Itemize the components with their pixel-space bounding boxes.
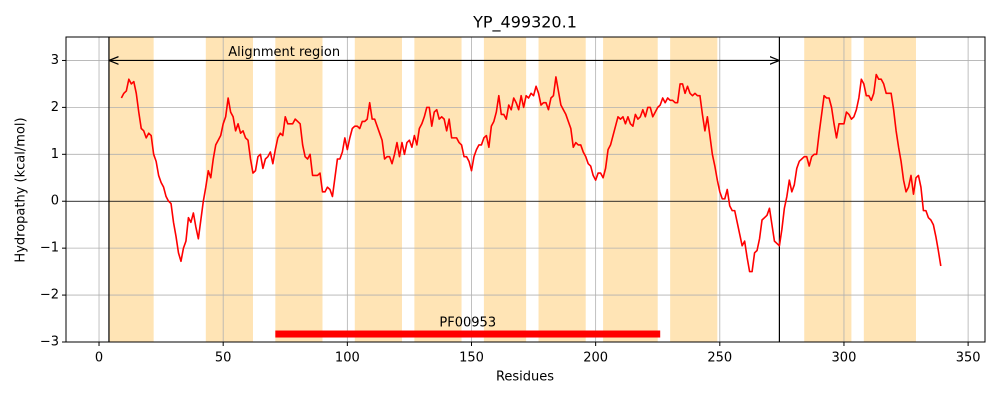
x-tick-label: 50 <box>215 351 232 366</box>
y-tick-label: 1 <box>51 147 59 162</box>
region-band <box>205 37 253 342</box>
x-tick-label: 100 <box>335 351 360 366</box>
y-tick-label: −1 <box>40 241 59 256</box>
x-tick-label: 200 <box>583 351 608 366</box>
region-band <box>670 37 718 342</box>
annotation-label: Alignment region <box>228 45 340 60</box>
y-axis-label: Hydropathy (kcal/mol) <box>14 117 29 262</box>
region-band <box>603 37 658 342</box>
hydropathy-line <box>120 73 942 273</box>
chart-title: YP_499320.1 <box>472 13 577 33</box>
region-band <box>483 37 527 342</box>
region-band <box>354 37 402 342</box>
domain-label: PF00953 <box>439 316 496 331</box>
region-band <box>538 37 586 342</box>
x-tick-label: 300 <box>832 351 857 366</box>
plot-frame <box>65 36 986 343</box>
x-tick-label: 250 <box>707 351 732 366</box>
x-tick-label: 0 <box>95 351 103 366</box>
y-tick-label: 2 <box>51 100 59 115</box>
y-tick-label: −3 <box>40 335 59 350</box>
region-band <box>414 37 462 342</box>
x-tick-label: 350 <box>956 351 981 366</box>
y-tick-label: 3 <box>51 53 59 68</box>
region-band <box>804 37 852 342</box>
y-tick-label: 0 <box>51 194 59 209</box>
region-band <box>108 37 154 342</box>
y-tick-label: −2 <box>40 288 59 303</box>
x-axis-label: Residues <box>496 370 554 385</box>
domain-bar <box>275 330 661 338</box>
x-tick-label: 150 <box>459 351 484 366</box>
region-band <box>275 37 323 342</box>
